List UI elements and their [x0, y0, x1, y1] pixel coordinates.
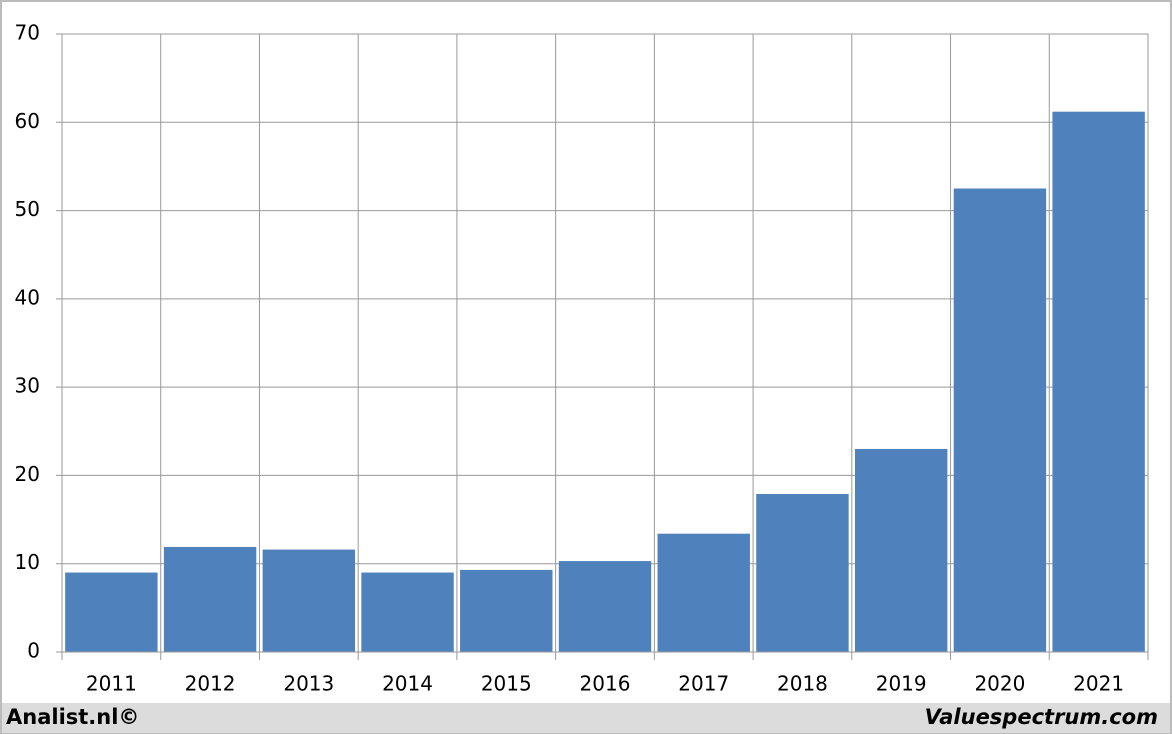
y-tick-label: 30: [15, 374, 40, 398]
y-tick-label: 70: [15, 21, 40, 45]
footer-left: Analist.nl©: [6, 705, 139, 729]
footer-right: Valuespectrum.com: [925, 705, 1158, 729]
x-tick-label: 2016: [580, 672, 631, 696]
x-tick-label: 2012: [185, 672, 236, 696]
y-tick-label: 0: [27, 639, 40, 663]
y-tick-label: 40: [15, 285, 40, 309]
x-tick-label: 2015: [481, 672, 532, 696]
bar: [460, 569, 553, 652]
x-tick-label: 2019: [876, 672, 927, 696]
x-tick-label: 2013: [283, 672, 334, 696]
y-tick-label: 10: [15, 550, 40, 574]
x-tick-label: 2014: [382, 672, 433, 696]
bar: [953, 188, 1047, 652]
x-tick-label: 2017: [678, 672, 729, 696]
y-tick-label: 60: [15, 109, 40, 133]
y-tick-label: 20: [15, 462, 40, 486]
bar: [756, 493, 849, 652]
bar: [361, 572, 454, 652]
bar: [657, 533, 750, 652]
x-tick-label: 2020: [974, 672, 1025, 696]
bar: [163, 546, 257, 652]
y-tick-label: 50: [15, 197, 40, 221]
bar: [558, 561, 652, 652]
bar: [65, 572, 158, 652]
x-tick-label: 2021: [1073, 672, 1124, 696]
bar: [854, 448, 948, 652]
x-tick-label: 2018: [777, 672, 828, 696]
bar: [262, 549, 356, 652]
footer-bar: [2, 703, 1170, 733]
bar: [1052, 111, 1145, 653]
x-tick-label: 2011: [86, 672, 137, 696]
